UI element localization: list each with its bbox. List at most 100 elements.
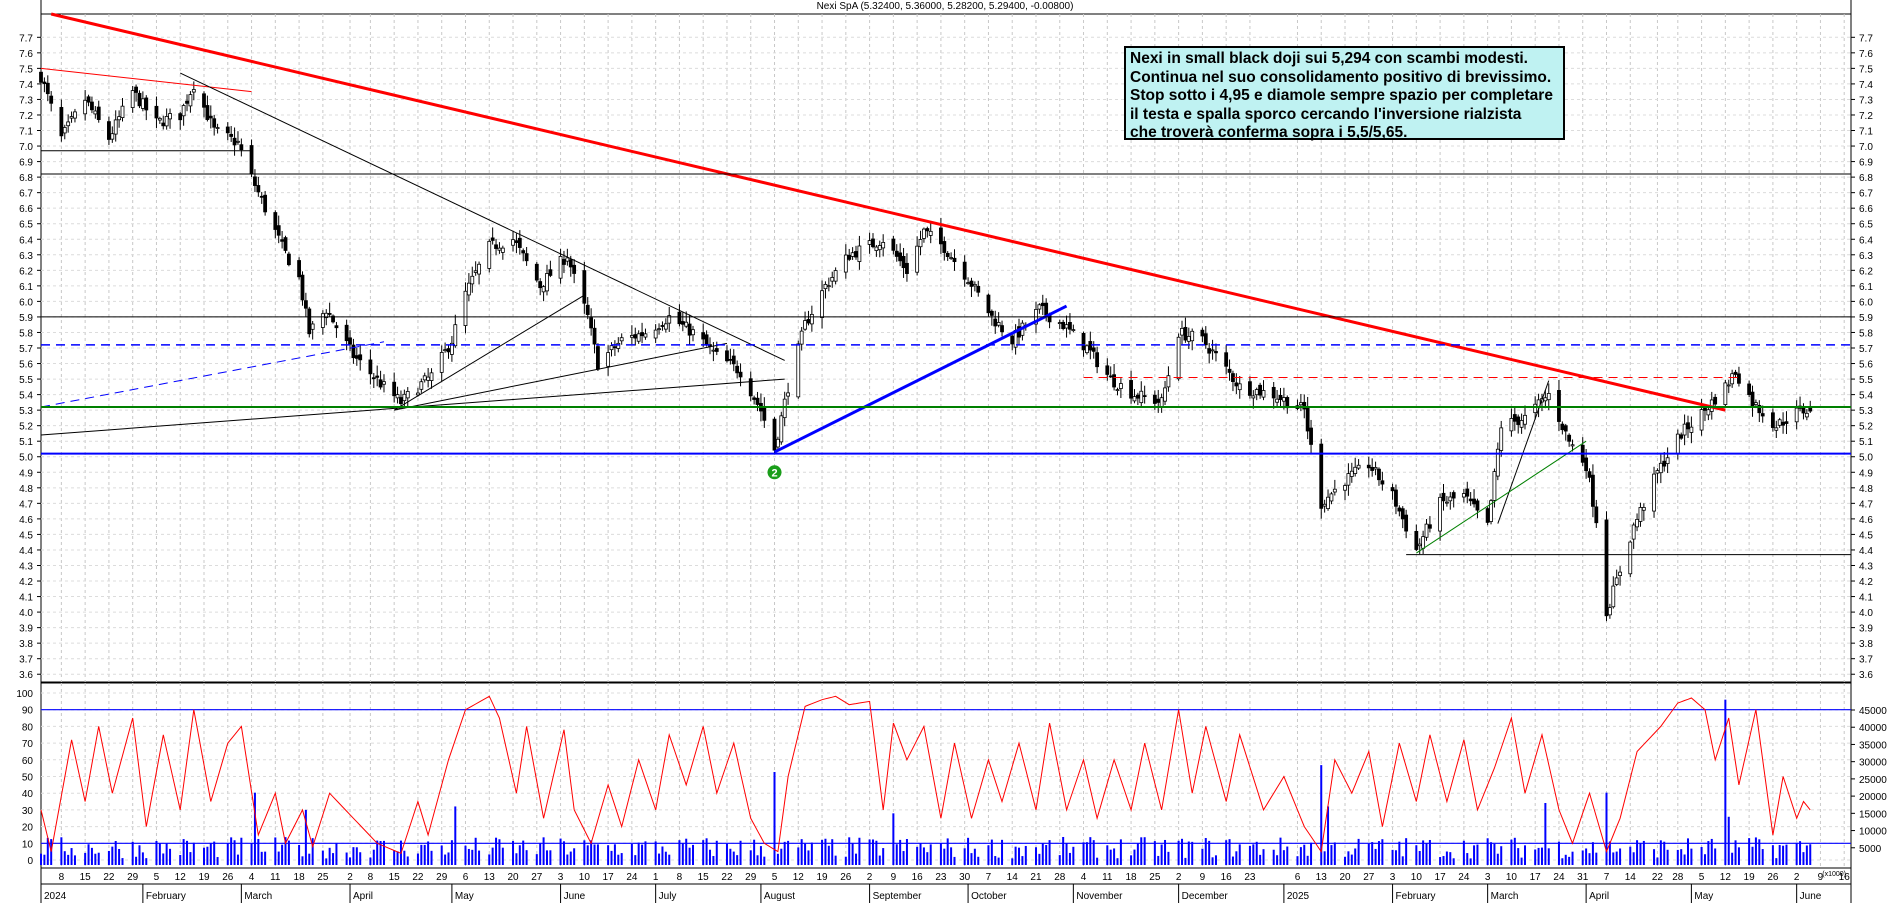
volume-bar [1367,843,1370,865]
candle [1662,452,1667,472]
candle [490,227,495,245]
volume-bar [1177,840,1180,865]
candle-body [392,381,397,397]
volume-bar [488,854,491,865]
candle [711,342,716,362]
candle [1519,413,1524,434]
candle [1037,303,1042,314]
y-tick-label-right: 3.7 [1859,655,1873,666]
volume-bar [1513,837,1516,865]
candle [1190,328,1195,351]
candle-body [1166,375,1171,388]
volume-bar [444,854,447,865]
candle-body [663,323,668,330]
candle-body [945,252,950,257]
candle-body [986,294,991,314]
y-tick-label-left: 4.9 [19,468,33,479]
y-tick-label-left: 7.0 [19,142,33,153]
candle [843,244,848,279]
volume-bar [203,847,206,865]
volume-bar [810,842,813,865]
x-day-tick-label: 4 [249,872,255,883]
candle [178,112,183,130]
candle [1801,403,1806,420]
volume-bar [287,840,290,865]
volume-bar [1795,842,1798,865]
volume-bar [1585,848,1588,865]
candle [446,344,451,359]
volume-bar [189,852,192,865]
volume-bar [943,848,946,865]
x-day-tick-label: 29 [745,872,757,883]
volume-bar [1347,851,1350,865]
x-day-tick-label: 15 [80,872,92,883]
candle [473,261,478,276]
candle-body [572,264,577,274]
candle-body [66,121,71,127]
candle [1353,457,1358,477]
candle-body [1366,464,1371,469]
candle-body [42,81,47,85]
volume-bar [1615,851,1618,865]
candle-body [1068,322,1072,330]
candle [1061,319,1066,331]
volume-bar [610,850,613,865]
volume-bar [1490,842,1493,865]
volume-bar [939,843,942,865]
candle-body [1108,375,1113,378]
candle-body [1760,413,1765,417]
candle [1366,456,1371,478]
candle-body [1353,466,1358,474]
volume-bar [1354,848,1357,865]
volume-bar [1683,854,1686,865]
candle-body [1737,373,1741,384]
volume-bar [1381,839,1384,865]
volume-bar [1571,851,1574,865]
x-day-tick-label: 24 [626,872,638,883]
volume-bar [345,852,348,865]
candle [1618,566,1622,586]
candle [680,311,685,332]
volume-bar [1001,839,1004,865]
candle [945,251,950,261]
candle-body [1278,394,1283,401]
volume-bar [1727,816,1730,865]
candle-body [1794,407,1799,423]
volume-bar [1686,838,1689,865]
candle-body [1186,336,1191,342]
candle-body [280,239,285,242]
candle-body [1665,457,1670,464]
volume-bar [545,850,548,865]
candle [120,98,125,122]
volume-bar [1018,847,1021,865]
candle-body [1421,536,1426,549]
y-tick-label-right: 5.5 [1859,375,1873,386]
candle-body [59,107,64,137]
candle-body [1686,422,1690,430]
volume-bar [1714,848,1717,865]
volume-bar [1299,847,1302,865]
candle [1377,467,1381,486]
candle-body [286,253,291,266]
candle [779,411,784,445]
candle [1509,408,1514,437]
volume-bar [260,851,263,865]
candle-body [422,375,427,381]
candle-body [1343,485,1347,491]
volume-bar [1445,851,1448,865]
candle [395,386,400,404]
candle-body [1428,524,1432,529]
candle-body [1118,383,1123,389]
candle-body [1000,325,1004,333]
candle-body [633,334,638,339]
volume-bar [705,838,708,865]
candle [1349,462,1354,483]
volume-bar [688,847,691,865]
x-day-tick-label: 9 [1200,872,1206,883]
candle [1438,493,1442,541]
volume-bar [1771,845,1774,865]
x-day-tick-label: 13 [484,872,496,883]
volume-bar [1591,842,1594,865]
candle [253,169,257,192]
x-day-tick-label: 17 [603,872,615,883]
